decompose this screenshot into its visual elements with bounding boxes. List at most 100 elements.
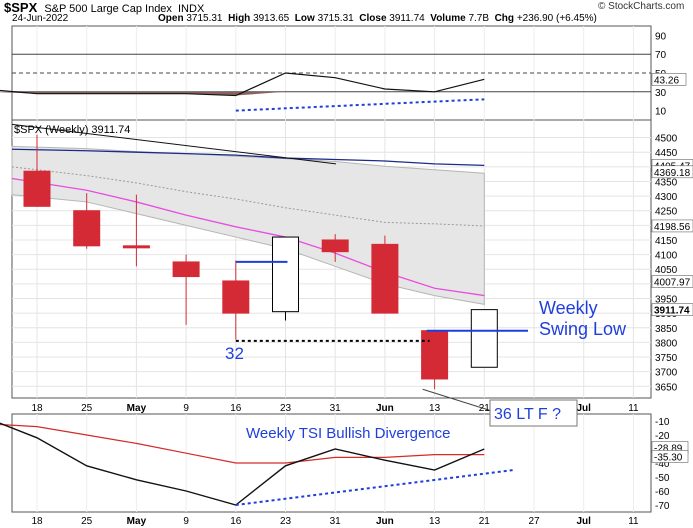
tsi-panel-frame [11, 413, 652, 513]
price-tick-label: 3650 [655, 382, 678, 393]
exchange: INDX [178, 3, 205, 15]
ma-navy-line [11, 148, 485, 167]
x-tick-label-bottom: 18 [31, 516, 43, 527]
candle-body [23, 170, 51, 207]
candle-body [421, 330, 449, 380]
price-tick-label: 4450 [655, 148, 678, 159]
rsi-last-box [651, 73, 687, 86]
rsi-divergence-line [235, 98, 485, 112]
ma-pink-value: 4007.97 [654, 278, 691, 289]
candle-body [272, 236, 299, 313]
tsi-last-value: -28.89 [654, 443, 683, 454]
annotation-36-lt-f: 36 LT F ? [494, 406, 561, 423]
x-tick-label-bottom: 9 [183, 516, 189, 527]
close-value-label-box [651, 303, 693, 316]
candle-body [122, 245, 150, 249]
candle-body [172, 261, 200, 278]
ma-pink-value-box [651, 275, 693, 288]
tsi-panel [0, 422, 515, 506]
chg-label: Chg [494, 13, 515, 24]
band-midline [11, 166, 485, 227]
x-tick-label-mid: 18 [31, 403, 43, 414]
price-panel [11, 123, 528, 413]
rsi-tick-label: 90 [655, 31, 667, 42]
x-tick-label-mid: May [127, 403, 147, 414]
index-name: S&P 500 Large Cap Index [44, 3, 172, 15]
close-label: Close [359, 13, 387, 24]
x-tick-label-bottom: 25 [81, 516, 93, 527]
x-tick-label-mid: Jun [376, 403, 394, 414]
x-tick-label-mid: 11 [628, 403, 639, 414]
x-tick-label-bottom: 23 [280, 516, 292, 527]
header-ohlc: Open 3715.31 High 3913.65 Low 3715.31 Cl… [158, 13, 597, 24]
callout-leader [422, 388, 496, 413]
high-label: High [228, 13, 251, 24]
rsi-oversold-fill [0, 91, 485, 96]
x-tick-label-bottom: 16 [230, 516, 242, 527]
price-tick-label: 3700 [655, 368, 678, 379]
band-upper-value-box [651, 165, 693, 179]
x-tick-label-mid: 31 [330, 403, 342, 414]
band-upper-value: 4369.18 [654, 168, 691, 179]
tsi-tick-label: -70 [655, 501, 670, 512]
rsi-panel-frame [11, 25, 652, 121]
band-mid-value-box [651, 219, 693, 233]
symbol: $SPX [4, 0, 38, 15]
axis-labels: 4500445044004350430042504200415041004050… [31, 31, 693, 527]
tsi-last-box [651, 450, 689, 463]
rsi-tick-label: 30 [655, 88, 667, 99]
price-tick-label: 4300 [655, 192, 678, 203]
price-tick-label: 3750 [655, 353, 678, 364]
low-value: 3715.31 [317, 13, 354, 24]
x-tick-label-bottom: 27 [528, 516, 540, 527]
watermark: © StockCharts.com [598, 1, 685, 12]
tsi-tick-label: -20 [655, 431, 670, 442]
price-panel-title: $SPX (Weekly) 3911.74 [14, 124, 130, 136]
price-tick-label: 3950 [655, 295, 678, 306]
x-tick-label-bottom: 31 [330, 516, 342, 527]
x-tick-label-mid: 16 [230, 403, 242, 414]
x-tick-label-mid: 21 [479, 403, 491, 414]
candle-body [321, 239, 349, 253]
header-date: 24-Jun-2022 [12, 13, 69, 24]
price-tick-label: 4150 [655, 236, 678, 247]
high-value: 3913.65 [253, 13, 290, 24]
x-tick-label-bottom: 11 [628, 516, 639, 527]
tsi-tick-label: -60 [655, 487, 670, 498]
x-tick-label-bottom: Jul [576, 516, 591, 527]
close-value: 3911.74 [389, 13, 425, 24]
price-tick-label: 4050 [655, 265, 678, 276]
band-mid-value: 4198.56 [654, 222, 691, 233]
x-tick-label-mid: Jul [576, 403, 591, 414]
price-tick-label: 4250 [655, 207, 678, 218]
tsi-panel-title: Weekly TSI Bullish Divergence [246, 425, 451, 442]
header-title-row: $SPX S&P 500 Large Cap Index INDX [4, 0, 204, 15]
rsi-tick-label: 70 [655, 50, 667, 61]
tsi-last-value: -35.30 [654, 452, 683, 463]
x-tick-label-mid: 23 [280, 403, 292, 414]
volume-label: Volume [430, 13, 466, 24]
close-value-label: 3911.74 [654, 306, 690, 317]
x-tick-label-bottom: Jun [376, 516, 394, 527]
rsi-line [0, 72, 485, 97]
annotation-weekly: Weekly [539, 298, 598, 318]
callout-box [489, 399, 578, 427]
tsi-divergence-line [235, 469, 515, 506]
tsi-tick-label: -50 [655, 473, 670, 484]
open-label: Open [158, 13, 184, 24]
x-tick-label-bottom: 21 [479, 516, 491, 527]
rsi-last-value: 43.26 [654, 75, 679, 86]
price-tick-label: 4350 [655, 177, 678, 188]
candle-body [371, 243, 399, 314]
price-tick-label: 4500 [655, 134, 678, 145]
x-tick-label-mid: 9 [183, 403, 189, 414]
price-tick-label: 4100 [655, 251, 678, 262]
x-tick-label-mid: 13 [429, 403, 441, 414]
x-tick-label-bottom: May [127, 516, 147, 527]
low-label: Low [294, 13, 315, 24]
volume-value: 7.7B [468, 13, 490, 24]
annotation-swing-low: Swing Low [539, 319, 627, 339]
open-value: 3715.31 [186, 13, 223, 24]
tsi-signal-line [0, 423, 485, 464]
